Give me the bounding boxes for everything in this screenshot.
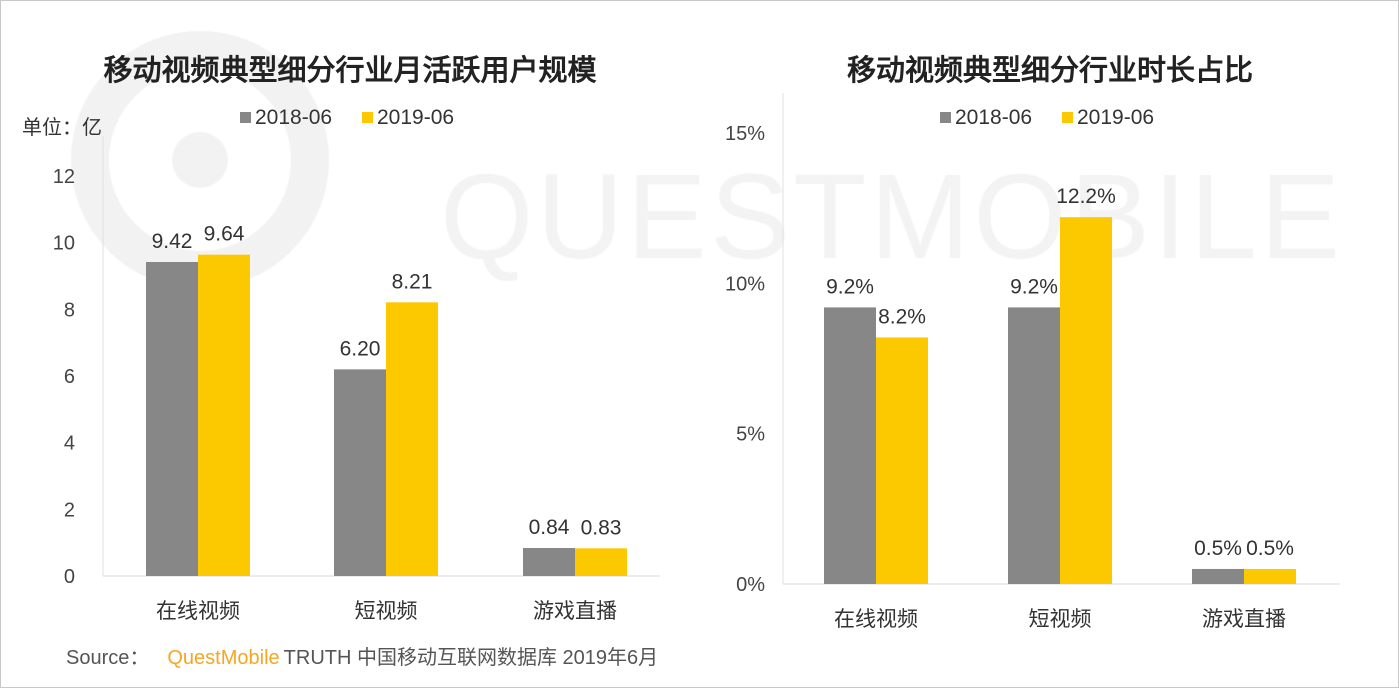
bar-2019-06-在线视频 <box>198 254 250 576</box>
x-tick-label: 在线视频 <box>834 608 918 631</box>
bar-2018-06-在线视频 <box>824 307 876 584</box>
y-tick-label: 6 <box>64 366 75 388</box>
bar-2019-06-游戏直播 <box>1244 568 1296 584</box>
y-tick-label: 15% <box>725 123 765 145</box>
y-tick-label: 0 <box>64 566 75 588</box>
data-label: 9.64 <box>204 223 245 246</box>
chart-title: 移动视频典型细分行业月活跃用户规模 <box>103 53 597 87</box>
data-label: 0.83 <box>581 516 622 539</box>
source-rest: TRUTH 中国移动互联网数据库 2019年6月 <box>283 647 659 669</box>
data-label: 8.21 <box>392 270 433 293</box>
legend-label: 2018-06 <box>255 106 332 129</box>
legend-label: 2019-06 <box>1077 106 1154 129</box>
chart-title: 移动视频典型细分行业时长占比 <box>847 53 1253 87</box>
legend-label: 2018-06 <box>955 106 1032 129</box>
source-line: Source： QuestMobile TRUTH 中国移动互联网数据库 2019年… <box>66 641 658 670</box>
unit-label: 单位：亿 <box>22 116 102 139</box>
bar-2019-06-短视频 <box>386 302 438 576</box>
y-tick-label: 10 <box>53 233 75 255</box>
y-tick-label: 0% <box>736 574 765 596</box>
bar-2019-06-在线视频 <box>876 337 928 584</box>
x-tick-label: 游戏直播 <box>533 600 617 623</box>
legend-swatch-2019-06 <box>1062 112 1073 123</box>
legend-label: 2019-06 <box>377 106 454 129</box>
bar-2019-06-游戏直播 <box>575 548 627 576</box>
data-label: 0.5% <box>1246 537 1294 560</box>
bar-2018-06-游戏直播 <box>1192 568 1244 584</box>
y-tick-label: 10% <box>725 273 765 295</box>
bar-2018-06-短视频 <box>1008 307 1060 584</box>
data-label: 0.5% <box>1194 537 1242 560</box>
x-tick-label: 短视频 <box>1029 608 1092 631</box>
y-tick-label: 4 <box>64 433 75 455</box>
legend-swatch-2019-06 <box>362 112 373 123</box>
y-tick-label: 5% <box>736 424 765 446</box>
data-label: 9.2% <box>826 275 874 298</box>
x-tick-label: 游戏直播 <box>1202 608 1286 631</box>
data-label: 9.2% <box>1010 275 1058 298</box>
bar-2018-06-在线视频 <box>146 262 198 576</box>
data-label: 6.20 <box>340 337 381 360</box>
legend-swatch-2018-06 <box>240 112 251 123</box>
y-tick-label: 8 <box>64 299 75 321</box>
data-label: 12.2% <box>1056 185 1116 208</box>
x-tick-label: 在线视频 <box>156 600 240 623</box>
y-tick-label: 2 <box>64 499 75 521</box>
bar-2018-06-游戏直播 <box>523 548 575 576</box>
data-label: 9.42 <box>152 230 193 253</box>
bar-2018-06-短视频 <box>334 369 386 576</box>
bar-2019-06-短视频 <box>1060 217 1112 585</box>
x-tick-label: 短视频 <box>355 600 418 623</box>
data-label: 0.84 <box>529 516 570 539</box>
data-label: 8.2% <box>878 305 926 328</box>
y-tick-label: 12 <box>53 166 75 188</box>
source-brand: QuestMobile <box>167 647 280 669</box>
legend-swatch-2018-06 <box>940 112 951 123</box>
source-prefix: Source： <box>66 647 150 669</box>
